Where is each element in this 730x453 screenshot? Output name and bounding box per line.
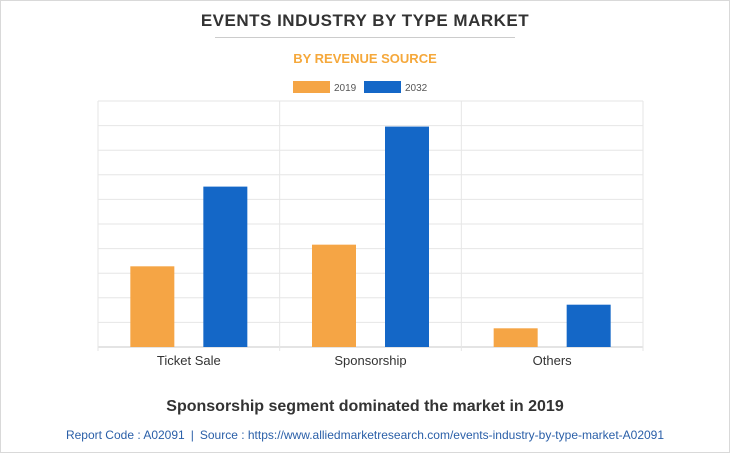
x-tick-label: Sponsorship [334, 353, 406, 368]
legend-swatch [293, 81, 330, 93]
bars [130, 126, 611, 347]
legend-label: 2032 [405, 83, 428, 94]
bar-ticket-sale-2019 [130, 266, 175, 347]
bar-others-2032 [566, 304, 611, 347]
gridlines [97, 100, 644, 351]
bar-others-2019 [493, 328, 538, 347]
bar-sponsorship-2032 [385, 126, 429, 347]
legend: 2019 2032 [293, 81, 428, 94]
chart-caption: Sponsorship segment dominated the market… [166, 398, 564, 415]
chart-subtitle: BY REVENUE SOURCE [293, 51, 437, 66]
report-footer: Report Code : A02091 | Source : https://ww… [0, 428, 730, 442]
report-code: Report Code : A02091 [65, 428, 185, 442]
bar-ticket-sale-2032 [203, 186, 248, 347]
legend-label: 2019 [334, 83, 357, 94]
x-tick-label: Ticket Sale [157, 353, 221, 368]
title-divider [215, 37, 515, 38]
bar-sponsorship-2019 [312, 244, 356, 347]
legend-swatch [364, 81, 401, 93]
footer-separator: | [190, 428, 194, 442]
x-axis-labels: Ticket Sale Sponsorship Others [157, 353, 572, 368]
x-tick-label: Others [533, 353, 573, 368]
chart-title: EVENTS INDUSTRY BY TYPE MARKET [200, 11, 530, 30]
source-link[interactable]: Source : https://www.alliedmarketresearc… [199, 428, 665, 442]
